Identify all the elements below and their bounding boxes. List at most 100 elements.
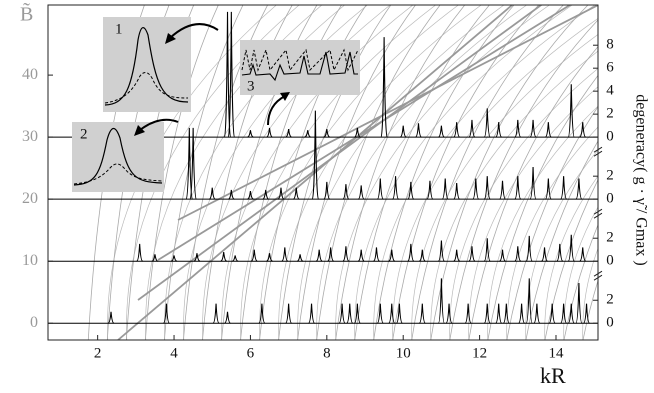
arrow [267, 95, 286, 126]
y-axis-label: B̃ [20, 2, 33, 26]
peak [163, 303, 170, 324]
level-curve [221, 5, 414, 340]
peak [415, 123, 422, 138]
peak [266, 127, 273, 138]
peak [277, 187, 285, 200]
level-curve [183, 5, 369, 340]
peak [373, 247, 380, 262]
level-curve [117, 5, 514, 340]
peak [483, 108, 491, 138]
peak [583, 303, 590, 324]
level-curve [335, 5, 551, 340]
level-curve [487, 105, 598, 340]
x-tick-label: 12 [472, 345, 487, 361]
peak [464, 303, 472, 324]
peak [315, 249, 323, 262]
peak [545, 178, 552, 200]
axis-break [593, 270, 603, 281]
peak [354, 303, 361, 324]
axis-break [593, 146, 603, 157]
peak [529, 119, 537, 138]
peak [426, 180, 434, 200]
peak [419, 303, 426, 324]
peak [407, 243, 415, 262]
level-curve [221, 5, 318, 340]
peak [525, 278, 533, 324]
level-curve [468, 86, 598, 340]
x-tick-label: 6 [247, 345, 255, 361]
level-curve [259, 5, 367, 340]
level-curve [392, 18, 598, 340]
marks [48, 11, 598, 324]
inset-curve [241, 51, 358, 82]
inset-box [240, 40, 360, 95]
y2-tick-label: 2 [606, 106, 614, 122]
peak [224, 311, 231, 324]
peak [281, 247, 289, 262]
level-curve [525, 140, 598, 340]
level-curve [177, 5, 598, 221]
peak [247, 130, 254, 138]
level-curve [582, 279, 598, 340]
inset-label: 3 [247, 78, 255, 94]
peak [441, 178, 449, 200]
peak [567, 84, 575, 138]
peak [193, 253, 201, 262]
peak [472, 178, 480, 200]
peak [468, 246, 476, 262]
peak [419, 249, 426, 262]
arrow [169, 23, 219, 39]
peak [453, 122, 460, 138]
peak [407, 181, 415, 200]
peak [514, 119, 522, 138]
level-curve [202, 5, 391, 340]
peak [388, 303, 396, 324]
inset-2: 2 [72, 118, 179, 192]
level-curve [506, 105, 598, 340]
level-curve [468, 46, 598, 340]
peak [529, 166, 537, 200]
inset-label: 2 [80, 126, 88, 142]
peak [541, 247, 548, 262]
peak [304, 130, 311, 138]
peak [438, 240, 445, 262]
peak [483, 238, 491, 262]
inset-curve [241, 48, 359, 72]
y2-tick-label: 0 [606, 315, 614, 331]
level-curve [544, 179, 598, 340]
peak [514, 176, 522, 200]
level-curves [87, 5, 598, 340]
x-tick-label: 2 [94, 345, 102, 361]
peak [575, 178, 583, 200]
level-curve [506, 126, 598, 340]
peak [323, 181, 331, 200]
y2-tick-label: 0 [606, 129, 614, 145]
level-curve [240, 5, 343, 340]
peak [376, 178, 384, 200]
peak [579, 122, 586, 138]
peak [354, 127, 361, 138]
peak [453, 249, 460, 262]
peak [533, 303, 541, 324]
peak [437, 278, 445, 324]
level-curve [411, 5, 564, 340]
peak [483, 176, 491, 200]
peak [342, 184, 350, 200]
peak [495, 122, 502, 138]
level-curve [373, 5, 515, 340]
level-curve [430, 50, 598, 340]
peak [499, 180, 506, 200]
inset-curve [104, 27, 189, 106]
peak [266, 253, 273, 262]
level-curve [157, 5, 572, 261]
level-curve [240, 5, 437, 340]
arrow-head [165, 33, 176, 44]
arrow [139, 118, 179, 131]
peak [525, 235, 533, 262]
level-curve [316, 5, 441, 340]
level-curve [354, 5, 573, 340]
peak [518, 303, 525, 324]
peak [445, 303, 453, 324]
peak [392, 176, 399, 200]
